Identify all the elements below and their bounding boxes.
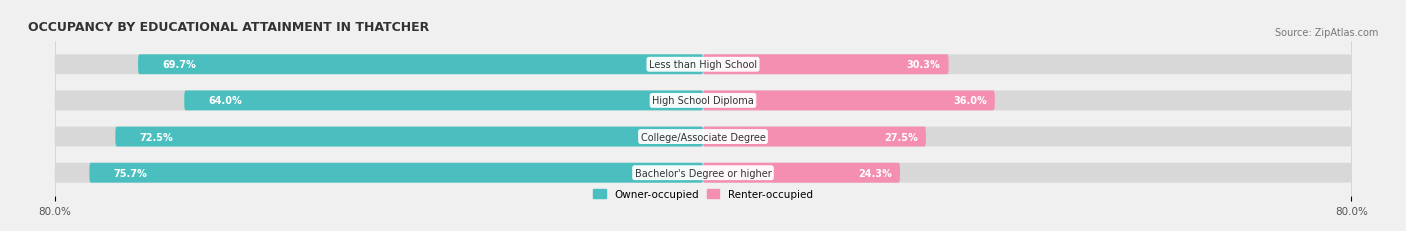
FancyBboxPatch shape [55, 55, 1351, 75]
FancyBboxPatch shape [55, 127, 1351, 147]
Text: Bachelor's Degree or higher: Bachelor's Degree or higher [634, 168, 772, 178]
Text: 30.3%: 30.3% [907, 60, 941, 70]
FancyBboxPatch shape [55, 163, 1351, 183]
Text: 24.3%: 24.3% [858, 168, 891, 178]
Text: 36.0%: 36.0% [953, 96, 987, 106]
Text: High School Diploma: High School Diploma [652, 96, 754, 106]
Text: 27.5%: 27.5% [884, 132, 918, 142]
FancyBboxPatch shape [55, 91, 1351, 111]
FancyBboxPatch shape [703, 91, 995, 111]
FancyBboxPatch shape [90, 163, 703, 183]
FancyBboxPatch shape [115, 127, 703, 147]
Text: 75.7%: 75.7% [114, 168, 148, 178]
Text: College/Associate Degree: College/Associate Degree [641, 132, 765, 142]
Text: 69.7%: 69.7% [162, 60, 195, 70]
FancyBboxPatch shape [703, 163, 900, 183]
FancyBboxPatch shape [138, 55, 703, 75]
FancyBboxPatch shape [703, 127, 927, 147]
Text: OCCUPANCY BY EDUCATIONAL ATTAINMENT IN THATCHER: OCCUPANCY BY EDUCATIONAL ATTAINMENT IN T… [28, 21, 429, 33]
Text: 64.0%: 64.0% [208, 96, 242, 106]
Text: Less than High School: Less than High School [650, 60, 756, 70]
Legend: Owner-occupied, Renter-occupied: Owner-occupied, Renter-occupied [589, 185, 817, 204]
Text: 72.5%: 72.5% [139, 132, 173, 142]
Text: Source: ZipAtlas.com: Source: ZipAtlas.com [1274, 28, 1378, 38]
FancyBboxPatch shape [184, 91, 703, 111]
FancyBboxPatch shape [703, 55, 949, 75]
